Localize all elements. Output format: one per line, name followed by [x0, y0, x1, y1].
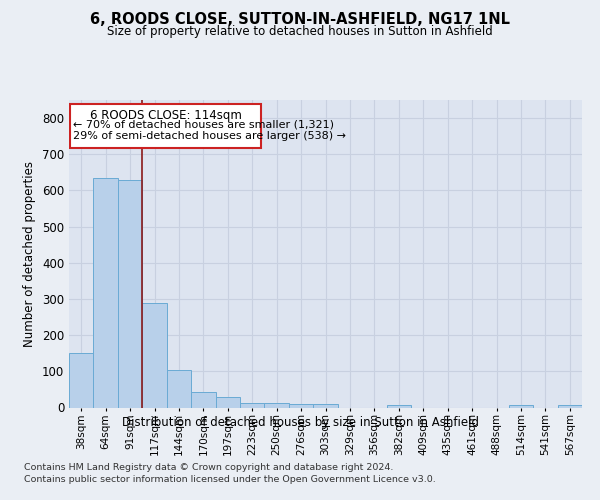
- FancyBboxPatch shape: [70, 104, 261, 148]
- Bar: [118, 180, 142, 408]
- Text: 6, ROODS CLOSE, SUTTON-IN-ASHFIELD, NG17 1NL: 6, ROODS CLOSE, SUTTON-IN-ASHFIELD, NG17…: [90, 12, 510, 28]
- Text: 29% of semi-detached houses are larger (538) →: 29% of semi-detached houses are larger (…: [73, 130, 346, 141]
- Bar: [191, 392, 215, 407]
- Bar: [69, 353, 94, 408]
- Bar: [265, 403, 289, 407]
- Text: Contains HM Land Registry data © Crown copyright and database right 2024.: Contains HM Land Registry data © Crown c…: [24, 462, 394, 471]
- Bar: [313, 404, 338, 407]
- Bar: [167, 370, 191, 408]
- Text: Size of property relative to detached houses in Sutton in Ashfield: Size of property relative to detached ho…: [107, 25, 493, 38]
- Bar: [142, 304, 167, 408]
- Bar: [509, 404, 533, 407]
- Bar: [289, 404, 313, 407]
- Bar: [215, 398, 240, 407]
- Bar: [557, 404, 582, 407]
- Text: ← 70% of detached houses are smaller (1,321): ← 70% of detached houses are smaller (1,…: [73, 120, 334, 130]
- Bar: [94, 178, 118, 408]
- Text: Distribution of detached houses by size in Sutton in Ashfield: Distribution of detached houses by size …: [121, 416, 479, 429]
- Text: Contains public sector information licensed under the Open Government Licence v3: Contains public sector information licen…: [24, 475, 436, 484]
- Text: 6 ROODS CLOSE: 114sqm: 6 ROODS CLOSE: 114sqm: [89, 109, 241, 122]
- Bar: [386, 404, 411, 407]
- Bar: [240, 403, 265, 407]
- Y-axis label: Number of detached properties: Number of detached properties: [23, 161, 37, 347]
